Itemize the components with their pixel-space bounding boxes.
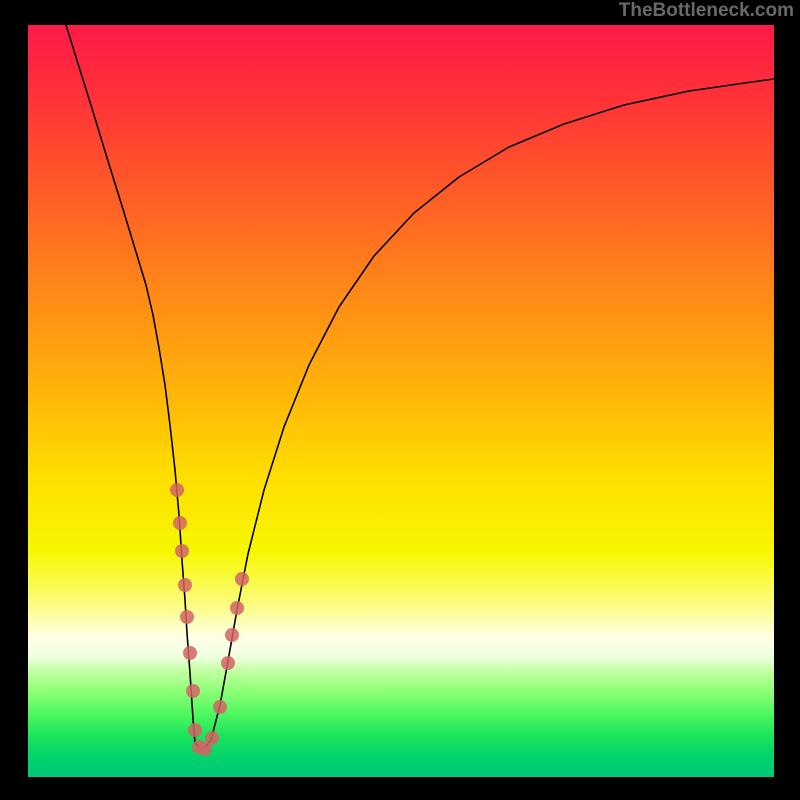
data-marker [186,684,200,698]
data-marker [180,610,194,624]
data-marker [235,572,249,586]
data-marker [213,700,227,714]
data-marker [225,628,239,642]
watermark-text: TheBottleneck.com [619,0,794,22]
data-marker [221,656,235,670]
data-marker [188,723,202,737]
data-marker [230,601,244,615]
data-marker [175,544,189,558]
chart-svg [28,25,774,777]
bottleneck-chart: TheBottleneck.com [0,0,800,800]
data-marker [170,483,184,497]
data-marker [178,578,192,592]
chart-plot-area [28,25,774,777]
data-marker [183,646,197,660]
bottleneck-curve [66,25,774,750]
data-marker [205,731,219,745]
data-marker [173,516,187,530]
